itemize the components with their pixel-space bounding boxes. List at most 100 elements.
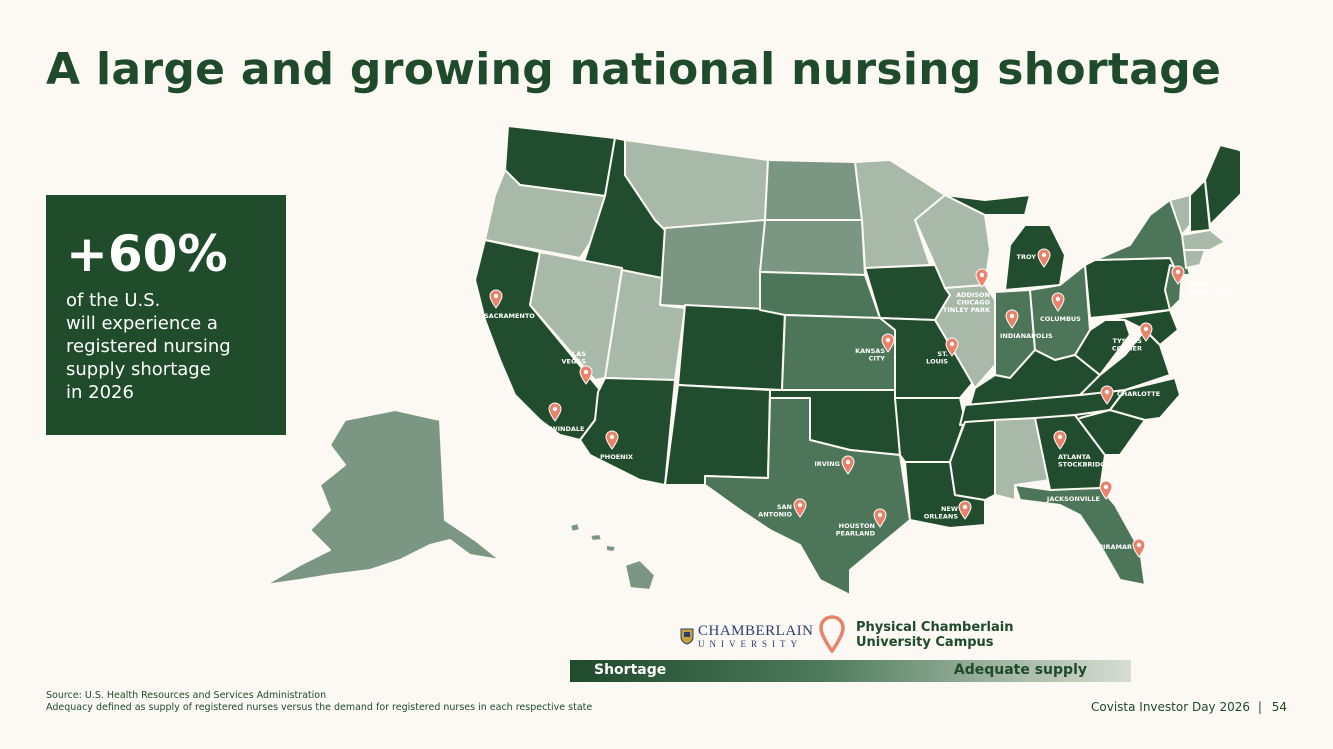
state-oregon <box>484 169 606 259</box>
shortage-stat-description: of the U.S. will experience a registered… <box>66 289 286 404</box>
campus-pin: CHARLOTTE <box>1100 385 1160 405</box>
stat-line: will experience a <box>66 313 218 334</box>
state-hawaii-islands <box>569 522 617 553</box>
map-pin-icon <box>1099 480 1113 500</box>
campus-pin: COLUMBUS <box>1040 292 1081 323</box>
map-pin-icon <box>975 268 989 288</box>
campus-city-label: INDIANAPOLIS <box>1000 332 1053 340</box>
chamberlain-logo: CHAMBERLAIN UNIVERSITY <box>680 624 814 649</box>
campus-city-label: BRUNSWICK <box>1188 288 1234 296</box>
campus-city-label: ANTONIO <box>758 511 792 519</box>
campus-city-label: LAS <box>572 350 586 358</box>
state-south-dakota <box>759 219 866 276</box>
campus-city-label: NEW <box>941 505 958 513</box>
campus-legend-line: Physical Chamberlain <box>856 620 1014 635</box>
stat-line: of the U.S. <box>66 290 161 311</box>
shortage-stat-callout: +60% of the U.S. will experience a regis… <box>46 195 286 435</box>
map-pin-icon <box>1037 248 1051 268</box>
campus-pin: PHOENIX <box>600 430 633 461</box>
map-pin-icon <box>841 455 855 475</box>
campus-pin: ST.LOUIS <box>926 337 959 366</box>
state-michigan-upper <box>944 194 1031 216</box>
campus-city-label: HOUSTON <box>839 522 875 530</box>
state-pennsylvania <box>1084 257 1179 319</box>
campus-city-label: PHOENIX <box>600 453 633 461</box>
campus-city-label: ORLEANS <box>924 513 959 521</box>
campus-city-label: NORTH <box>1188 280 1214 288</box>
campus-city-label: SAN <box>777 503 792 511</box>
state-wyoming <box>659 219 766 311</box>
campus-city-label: ATLANTA <box>1058 453 1091 461</box>
footer: Covista Investor Day 2026 | 54 <box>1091 700 1287 714</box>
state-north-carolina <box>1079 377 1181 421</box>
campus-city-label: CORNER <box>1112 345 1142 353</box>
campus-pin: IRWINDALE <box>543 402 584 433</box>
campus-pin: IRVING <box>814 455 855 475</box>
source-line: Adequacy defined as supply of registered… <box>46 702 593 713</box>
campus-city-label: CITY <box>869 355 886 363</box>
campus-city-label: SACRAMENTO <box>484 312 535 320</box>
footer-text: Covista Investor Day 2026 <box>1091 700 1251 714</box>
campus-pin: JACKSONVILLE <box>1046 480 1113 503</box>
campus-pin: INDIANAPOLIS <box>1000 309 1053 340</box>
campus-pin: SACRAMENTO <box>484 289 535 320</box>
campus-city-label: PEARLAND <box>836 530 876 538</box>
state-florida <box>1014 484 1146 586</box>
campus-city-label: CHARLOTTE <box>1117 390 1160 398</box>
state-alaska <box>264 409 501 586</box>
state-hawaii <box>624 559 656 591</box>
map-pin-icon <box>1171 265 1185 285</box>
map-pin-icon <box>548 402 562 422</box>
campus-city-label: TINLEY PARK <box>943 306 991 314</box>
supply-scale-bar: Shortage Adequate supply <box>570 660 1131 682</box>
map-pin-icon <box>881 333 895 353</box>
campus-legend-line: University Campus <box>856 635 994 650</box>
campus-city-label: IRVING <box>814 460 840 468</box>
map-pin-icon <box>873 508 887 528</box>
campus-city-label: TYSONS <box>1113 337 1143 345</box>
state-nebraska <box>759 271 881 319</box>
map-pin-icon <box>489 289 503 309</box>
campus-city-label: LOUIS <box>926 358 948 366</box>
stat-line: in 2026 <box>66 382 134 403</box>
campus-city-label: VEGAS <box>561 358 586 366</box>
campus-pin: TROY <box>1017 248 1051 268</box>
campus-city-label: JACKSONVILLE <box>1046 495 1100 503</box>
shield-icon <box>680 628 694 645</box>
state-texas <box>704 397 911 596</box>
state-massachusetts <box>1181 229 1226 251</box>
state-connecticut <box>1183 249 1206 269</box>
state-west-virginia <box>1074 319 1131 376</box>
campus-city-label: MIRAMAR <box>1097 543 1132 551</box>
map-pin-icon <box>1100 385 1114 405</box>
map-pin-icon <box>945 337 959 357</box>
map-pin-icon <box>1005 309 1019 329</box>
campus-pin-icon <box>819 615 845 653</box>
state-iowa <box>864 264 951 321</box>
footer-separator: | <box>1257 700 1262 714</box>
stat-line: supply shortage <box>66 359 211 380</box>
logo-name: CHAMBERLAIN <box>698 623 814 639</box>
map-pin-icon <box>958 500 972 520</box>
state-nevada <box>529 251 623 381</box>
campus-legend-label: Physical Chamberlain University Campus <box>856 620 1014 650</box>
campus-city-label: TROY <box>1017 253 1037 261</box>
state-georgia <box>1034 414 1106 491</box>
map-pin-icon <box>605 430 619 450</box>
map-pin-icon <box>579 365 593 385</box>
campus-city-label: KANSAS <box>855 347 885 355</box>
state-colorado <box>677 304 786 391</box>
scale-label-adequate: Adequate supply <box>953 662 1087 678</box>
state-north-dakota <box>764 159 863 221</box>
map-pin-icon <box>793 498 807 518</box>
campus-city-label: ADDISON <box>956 291 990 299</box>
campus-city-label: ST. <box>937 350 948 358</box>
